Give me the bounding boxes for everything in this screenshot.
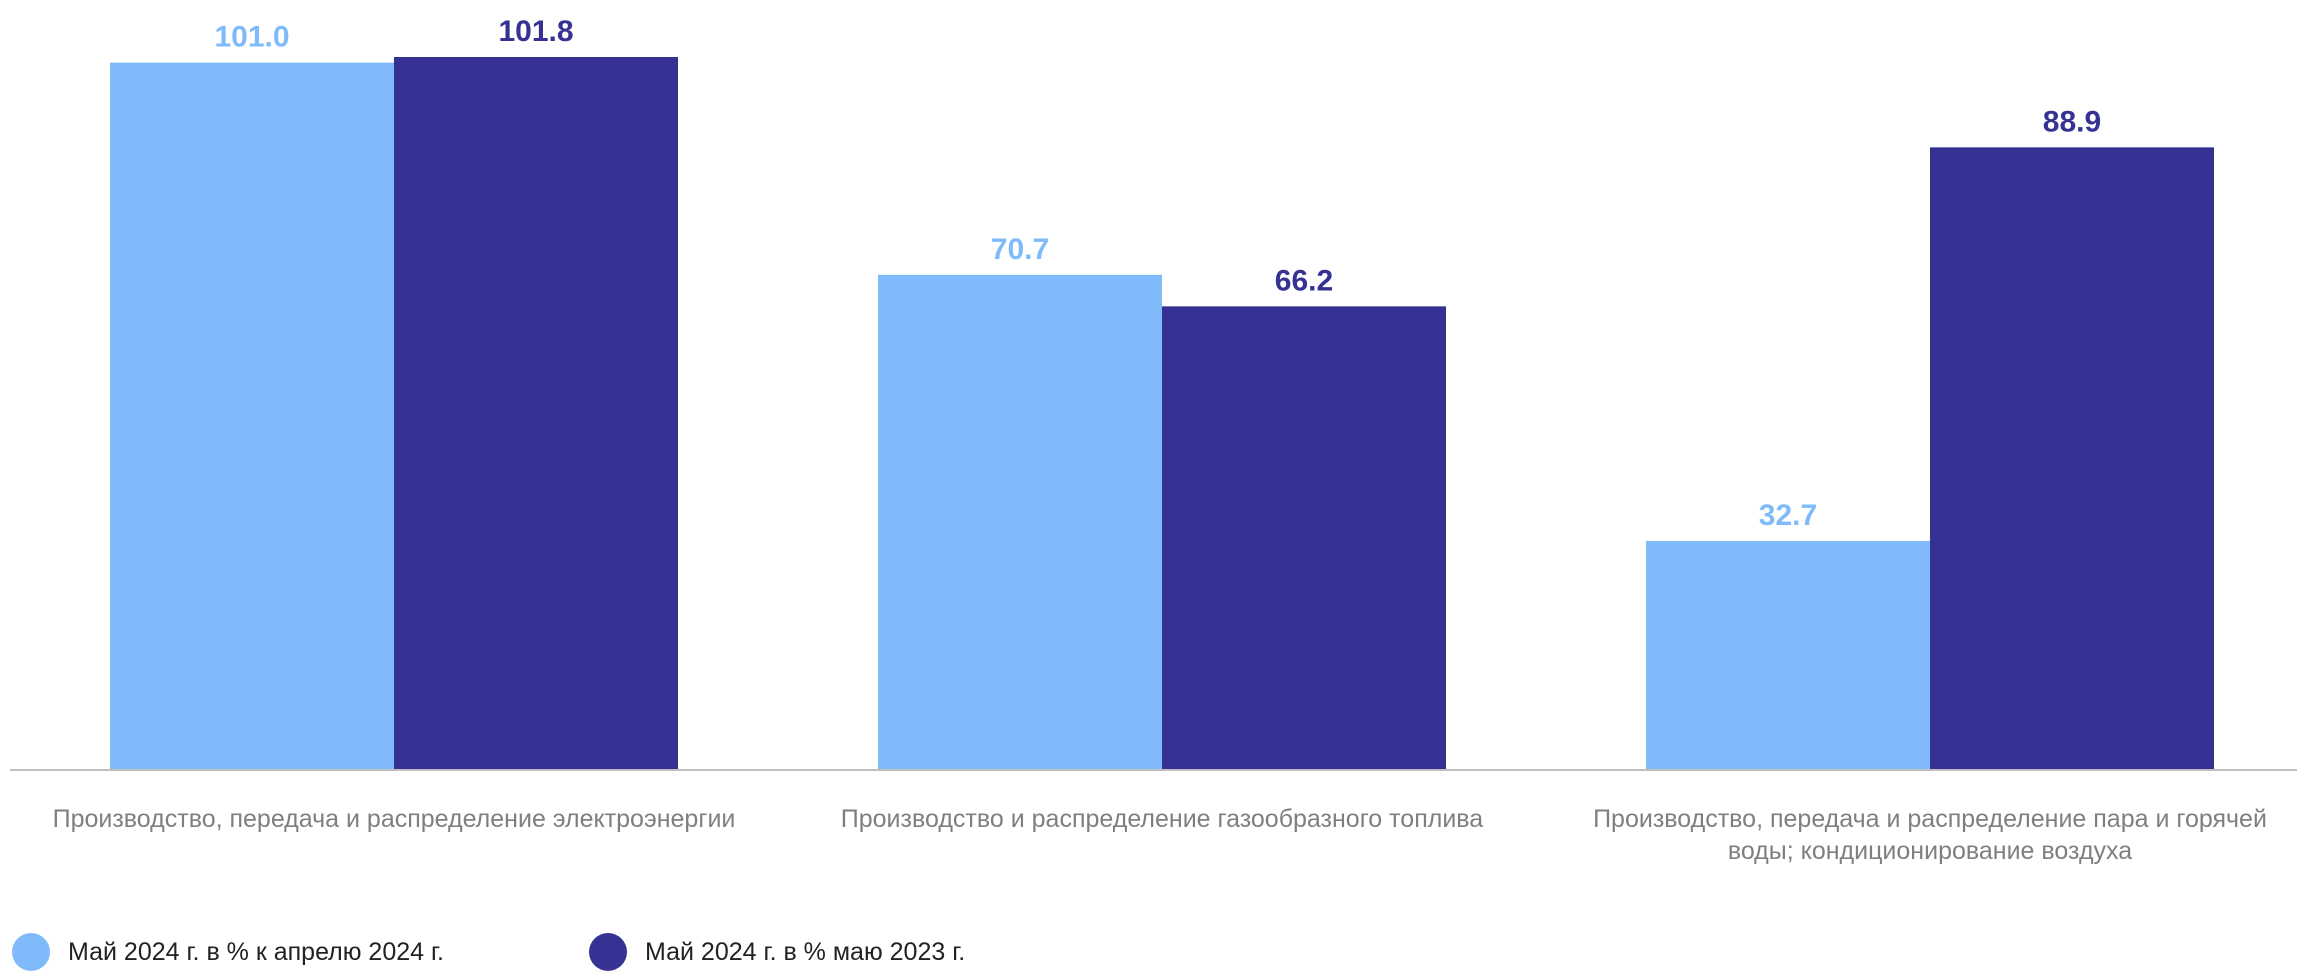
- bar-cat3-series1: [1646, 540, 1930, 770]
- bar-cat1-series1: [110, 62, 394, 770]
- category-label-3: Производство, передача и распределение п…: [1593, 805, 2267, 865]
- legend-item-series-2: Май 2024 г. в % маю 2023 г.: [589, 933, 965, 971]
- category-label-2: Производство и распределение газообразно…: [841, 805, 1484, 833]
- bars-group: [110, 57, 2214, 770]
- legend-label-series-2: Май 2024 г. в % маю 2023 г.: [645, 937, 966, 966]
- value-labels-group: 101.0 101.8 70.7 66.2 32.7 88.9: [214, 15, 2101, 532]
- legend-swatch-series-1: [12, 933, 50, 971]
- data-label-cat3-series1: 32.7: [1759, 499, 1817, 532]
- bar-cat1-series2: [394, 57, 678, 770]
- category-labels-group: Производство, передача и распределение э…: [53, 805, 2267, 865]
- category-label-1: Производство, передача и распределение э…: [53, 805, 736, 833]
- data-label-cat1-series2: 101.8: [498, 15, 573, 48]
- legend: Май 2024 г. в % к апрелю 2024 г. Май 202…: [12, 933, 1110, 971]
- bar-cat3-series2: [1930, 147, 2214, 770]
- data-label-cat2-series2: 66.2: [1275, 264, 1333, 297]
- data-label-cat2-series1: 70.7: [991, 233, 1049, 266]
- legend-item-series-1: Май 2024 г. в % к апрелю 2024 г.: [12, 933, 444, 971]
- legend-label-series-1: Май 2024 г. в % к апрелю 2024 г.: [68, 937, 445, 966]
- bar-chart: 101.0 101.8 70.7 66.2 32.7 88.9 Производство,…: [10, 15, 2297, 865]
- data-label-cat1-series1: 101.0: [214, 21, 289, 54]
- data-label-cat3-series2: 88.9: [2043, 105, 2101, 138]
- bar-cat2-series1: [878, 274, 1162, 770]
- legend-swatch-series-2: [589, 933, 628, 971]
- bar-cat2-series2: [1162, 306, 1446, 770]
